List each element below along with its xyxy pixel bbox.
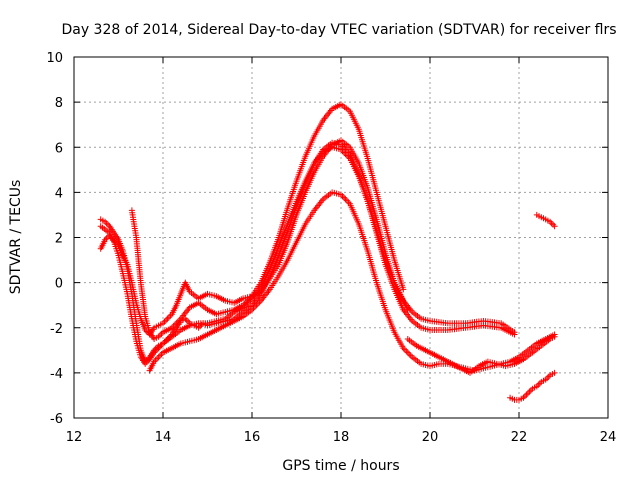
x-tick-label: 24 bbox=[600, 430, 617, 445]
chart-title: Day 328 of 2014, Sidereal Day-to-day VTE… bbox=[61, 22, 616, 38]
x-tick-label: 14 bbox=[155, 430, 172, 445]
x-tick-label: 20 bbox=[422, 430, 439, 445]
series-track-4 bbox=[128, 101, 407, 342]
x-tick-label: 16 bbox=[244, 430, 261, 445]
series-track-7 bbox=[507, 369, 558, 403]
y-tick-label: 4 bbox=[55, 186, 63, 201]
series-markers bbox=[128, 101, 407, 342]
series-markers bbox=[97, 137, 411, 338]
y-tick-label: 0 bbox=[55, 277, 63, 292]
x-tick-label: 18 bbox=[333, 430, 350, 445]
series-track-8 bbox=[533, 211, 558, 230]
data-series bbox=[97, 101, 558, 403]
y-axis-label: SDTVAR / TECUs bbox=[8, 180, 24, 295]
series-track-6 bbox=[404, 333, 558, 376]
series-markers bbox=[507, 369, 558, 403]
series-track-3 bbox=[97, 137, 411, 338]
y-tick-label: 8 bbox=[55, 96, 63, 111]
y-tick-label: -4 bbox=[50, 367, 63, 382]
x-tick-label: 12 bbox=[66, 430, 83, 445]
y-tick-label: 10 bbox=[46, 51, 63, 66]
y-tick-label: 6 bbox=[55, 141, 63, 156]
y-tick-label: -2 bbox=[50, 322, 63, 337]
y-tick-label: -6 bbox=[50, 412, 63, 427]
y-tick-label: 2 bbox=[55, 232, 63, 247]
series-markers bbox=[404, 333, 558, 376]
series-markers bbox=[533, 211, 558, 230]
x-tick-label: 22 bbox=[511, 430, 528, 445]
x-axis-label: GPS time / hours bbox=[282, 458, 399, 474]
